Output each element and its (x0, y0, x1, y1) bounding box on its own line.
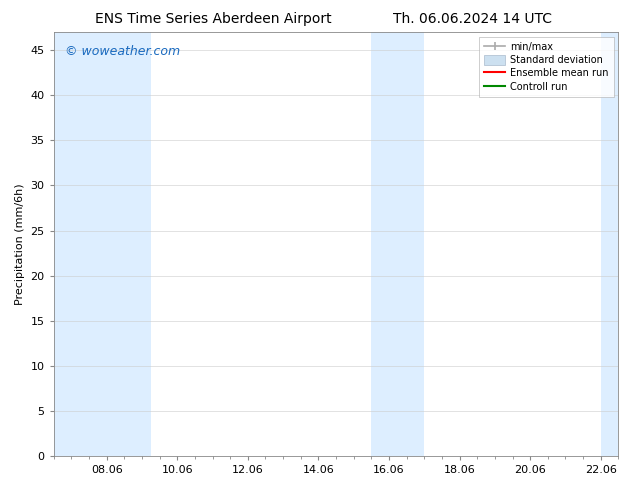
Bar (54, 32, 151, 456)
Bar (601, 32, 618, 456)
Y-axis label: Precipitation (mm/6h): Precipitation (mm/6h) (15, 183, 25, 305)
Text: ENS Time Series Aberdeen Airport: ENS Time Series Aberdeen Airport (95, 12, 332, 26)
Text: © woweather.com: © woweather.com (65, 45, 180, 58)
Bar (372, 32, 424, 456)
Legend: min/max, Standard deviation, Ensemble mean run, Controll run: min/max, Standard deviation, Ensemble me… (479, 37, 614, 97)
Text: Th. 06.06.2024 14 UTC: Th. 06.06.2024 14 UTC (393, 12, 552, 26)
